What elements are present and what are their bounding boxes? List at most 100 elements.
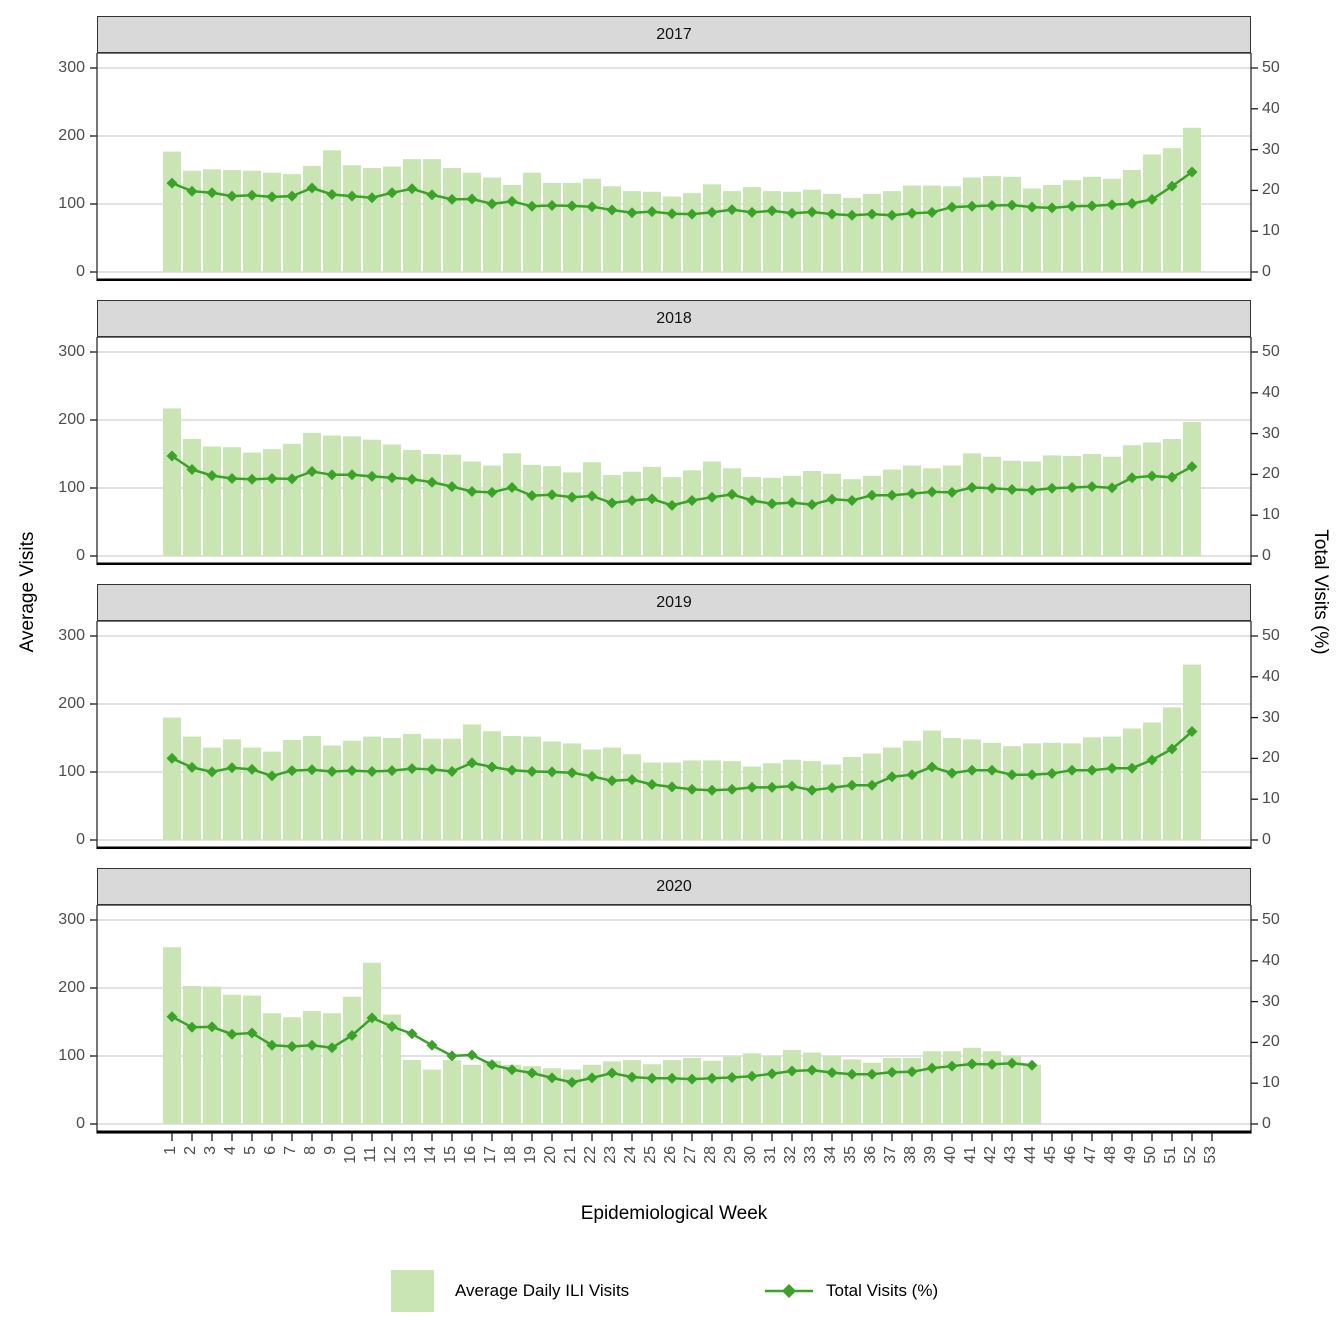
- line-point: [1186, 461, 1198, 473]
- x-axis-label: 3: [202, 1146, 219, 1155]
- bar-week-24: [623, 1060, 641, 1124]
- x-axis-label: 38: [902, 1146, 919, 1164]
- y-axis-label-left: 200: [58, 979, 85, 996]
- bar-week-32: [783, 759, 801, 840]
- line-point: [946, 486, 958, 498]
- line-point: [1126, 198, 1138, 209]
- bar-week-10: [343, 740, 361, 840]
- line-point: [1126, 472, 1138, 484]
- line-point: [526, 1067, 538, 1079]
- x-axis-label: 13: [402, 1146, 419, 1164]
- bar-week-20: [543, 741, 561, 840]
- line-point: [846, 209, 858, 221]
- line-point: [766, 498, 778, 510]
- line-point: [266, 191, 278, 203]
- bar-week-14: [423, 454, 441, 556]
- x-axis-label: 30: [742, 1146, 759, 1164]
- bar-week-13: [403, 449, 421, 556]
- x-axis-label: 23: [602, 1146, 619, 1164]
- line-point: [926, 1062, 938, 1074]
- x-axis-label: 53: [1202, 1146, 1219, 1164]
- line-point: [1006, 1057, 1018, 1069]
- line-point: [866, 489, 878, 501]
- bar-week-41: [963, 177, 981, 272]
- line-point: [666, 1072, 678, 1084]
- y-axis-label-left: 0: [76, 831, 85, 848]
- y-axis-label-right: 50: [1262, 59, 1280, 76]
- line-point: [246, 1027, 258, 1039]
- line-point: [266, 770, 278, 782]
- x-axis-label: 27: [682, 1146, 699, 1164]
- line-point: [486, 1059, 498, 1071]
- bar-week-19: [523, 736, 541, 840]
- bar-week-42: [983, 456, 1001, 556]
- line-point: [886, 771, 898, 783]
- bar-week-44: [1023, 1064, 1041, 1124]
- line-point: [586, 490, 598, 502]
- line-point: [906, 207, 918, 219]
- y-axis-label-right: 20: [1262, 1033, 1280, 1051]
- line-point: [1066, 482, 1078, 493]
- line-point: [866, 779, 878, 791]
- y-axis-label-left: 0: [76, 263, 85, 280]
- bar-week-17: [483, 731, 501, 840]
- y-axis-label-right: 0: [1262, 547, 1271, 564]
- y-axis-label-left: 100: [58, 479, 85, 496]
- line-point: [466, 486, 478, 497]
- legend-bar-swatch: [391, 1270, 434, 1312]
- line-point: [746, 495, 758, 506]
- line-point: [546, 1072, 558, 1084]
- y-axis-label-left: 300: [58, 343, 85, 360]
- line-point: [366, 766, 378, 777]
- bar-week-37: [883, 747, 901, 840]
- bar-week-50: [1143, 154, 1161, 272]
- line-point: [726, 1072, 738, 1083]
- x-axis-label: 4: [222, 1146, 239, 1155]
- bar-week-8: [303, 736, 321, 840]
- line-point: [326, 766, 338, 777]
- y-axis-label-right: 40: [1262, 99, 1280, 117]
- bar-week-12: [383, 1014, 401, 1124]
- x-axis-label: 29: [722, 1146, 739, 1164]
- y-axis-label-left: 100: [58, 763, 85, 780]
- bar-week-17: [483, 1060, 501, 1124]
- line-point: [946, 767, 958, 779]
- line-point: [1066, 200, 1078, 212]
- line-point: [1146, 754, 1158, 766]
- facet-strip-label: 2019: [656, 593, 692, 611]
- bar-week-37: [883, 469, 901, 556]
- line-point: [1066, 764, 1078, 776]
- bar-week-13: [403, 159, 421, 272]
- line-point: [1006, 769, 1018, 781]
- bar-week-48: [1103, 456, 1121, 556]
- bar-week-4: [223, 170, 241, 272]
- legend: Average Daily ILI Visits Total Visits (%…: [0, 1262, 1344, 1322]
- line-point: [686, 1073, 698, 1085]
- bar-week-36: [863, 753, 881, 840]
- bar-week-52: [1183, 127, 1201, 272]
- bar-week-18: [503, 1064, 521, 1124]
- bar-week-35: [843, 479, 861, 556]
- y-axis-label-left: 100: [58, 1047, 85, 1064]
- line-point: [206, 187, 218, 199]
- bar-week-44: [1023, 743, 1041, 840]
- line-point: [166, 177, 178, 189]
- line-point: [666, 208, 678, 220]
- line-point: [446, 766, 458, 777]
- line-point: [1146, 470, 1158, 482]
- line-point: [966, 1058, 978, 1070]
- y-axis-label-left: 300: [58, 911, 85, 928]
- bar-week-12: [383, 444, 401, 556]
- line-point: [286, 765, 298, 777]
- line-point: [606, 1067, 618, 1079]
- line-point: [186, 761, 198, 773]
- line-point: [526, 490, 538, 502]
- line-point: [806, 784, 818, 796]
- bar-week-20: [543, 1068, 561, 1124]
- bar-week-28: [703, 461, 721, 556]
- bar-week-47: [1083, 176, 1101, 272]
- bar-week-24: [623, 754, 641, 840]
- bar-week-50: [1143, 442, 1161, 556]
- bar-week-20: [543, 466, 561, 556]
- y-axis-label-right: 30: [1262, 992, 1280, 1010]
